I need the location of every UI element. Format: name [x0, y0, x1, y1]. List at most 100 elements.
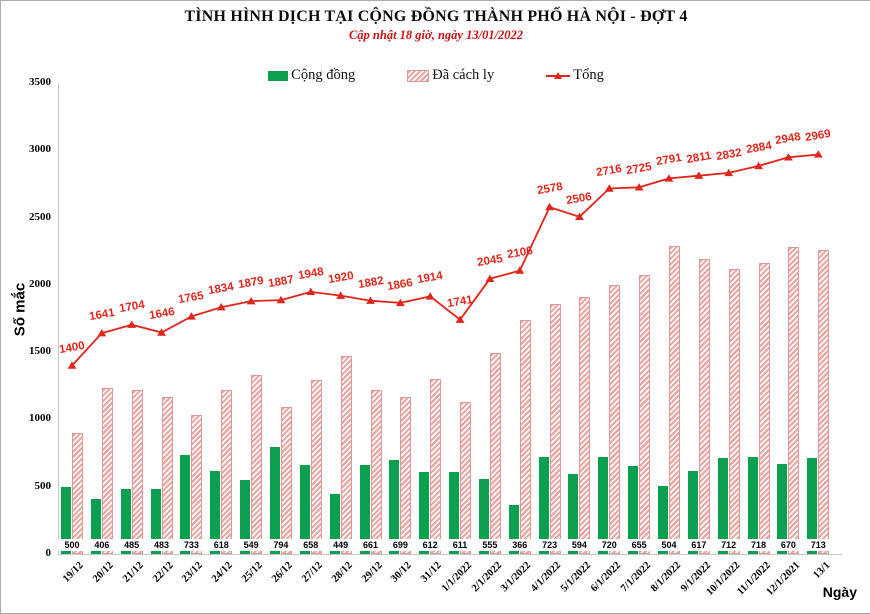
- triangle-marker-icon: [97, 328, 107, 337]
- bar-quarantine: [251, 375, 263, 554]
- x-tick-label: 4/1/2022: [529, 560, 564, 595]
- legend-label: Đã cách ly: [432, 67, 495, 83]
- line-value-label: 2969: [804, 128, 832, 145]
- triangle-marker-icon: [515, 266, 525, 274]
- bar-quarantine: [549, 304, 561, 554]
- y-tick-label: 2500: [29, 210, 51, 223]
- green-solid-swatch-icon: [268, 70, 289, 81]
- bar-value-label: 500: [57, 539, 87, 551]
- bar-quarantine: [72, 432, 83, 554]
- bar-community: [658, 486, 668, 554]
- bar-community: [150, 489, 161, 554]
- x-tick-label: 27/12: [299, 560, 325, 585]
- bar-community: [628, 465, 639, 554]
- x-axis-title: Ngày: [822, 584, 857, 600]
- legend-item-total: Tổng: [546, 67, 604, 84]
- x-tick-label: 26/12: [270, 560, 295, 585]
- bar-community: [508, 504, 519, 554]
- bar-value-label: 655: [624, 539, 655, 551]
- line-value-label: 1400: [58, 339, 86, 356]
- bar-value-label: 713: [803, 539, 834, 551]
- bar-community: [329, 493, 340, 554]
- bar-value-label: 720: [594, 539, 625, 551]
- bar-quarantine: [191, 415, 203, 554]
- x-tick-label: 24/12: [210, 560, 236, 585]
- bar-community: [568, 474, 579, 554]
- red-line-marker-swatch-icon: [546, 71, 571, 79]
- triangle-marker-icon: [554, 71, 563, 79]
- triangle-marker-icon: [575, 212, 584, 220]
- x-tick-label: 25/12: [240, 560, 265, 585]
- y-tick-label: 2000: [29, 277, 51, 290]
- y-tick-label: 3000: [29, 143, 51, 156]
- y-tick-label: 1500: [29, 345, 51, 358]
- bar-community: [120, 488, 131, 554]
- bar-quarantine: [489, 353, 501, 554]
- x-tick-label: 1/1/2022: [439, 560, 474, 595]
- bar-value-label: 366: [504, 539, 535, 551]
- bar-quarantine: [818, 250, 830, 554]
- bar-quarantine: [370, 389, 382, 554]
- bar-community: [269, 447, 280, 554]
- bar-quarantine: [430, 378, 442, 554]
- bar-value-label: 699: [385, 539, 416, 551]
- bar-value-label: 661: [355, 539, 386, 551]
- bar-value-label: 712: [713, 539, 744, 551]
- bar-quarantine: [788, 247, 800, 554]
- y-tick-label: 0: [45, 547, 52, 559]
- line-value-label: 1741: [446, 293, 474, 310]
- bar-community: [449, 471, 460, 554]
- legend-label: Tổng: [573, 67, 604, 83]
- triangle-marker-icon: [67, 361, 77, 369]
- bar-quarantine: [131, 389, 143, 554]
- x-tick-label: 28/12: [329, 560, 355, 585]
- triangle-marker-icon: [664, 174, 674, 182]
- legend-item-community: Cộng đồng: [268, 67, 355, 84]
- pink-hatched-swatch-icon: [407, 69, 430, 82]
- bar-quarantine: [460, 401, 472, 554]
- bar-value-label: 594: [564, 539, 595, 551]
- bar-quarantine: [728, 268, 740, 554]
- triangle-marker-icon: [724, 168, 734, 177]
- x-tick-label: 23/12: [180, 560, 206, 585]
- triangle-marker-icon: [276, 295, 286, 304]
- bar-value-label: 733: [176, 539, 207, 551]
- x-tick-label: 20/12: [90, 560, 116, 585]
- bar-community: [299, 465, 310, 554]
- triangle-marker-icon: [784, 153, 793, 161]
- legend: Cộng đồng Đã cách ly Tổng: [1, 67, 870, 84]
- bar-value-label: 670: [773, 539, 804, 551]
- bar-community: [61, 486, 71, 554]
- triangle-marker-icon: [395, 298, 405, 307]
- bar-value-label: 449: [325, 539, 356, 551]
- bar-community: [240, 480, 251, 554]
- triangle-marker-icon: [485, 274, 495, 283]
- bar-community: [389, 459, 400, 554]
- bar-quarantine: [639, 275, 651, 554]
- bar-value-label: 483: [146, 539, 177, 551]
- legend-label: Cộng đồng: [291, 67, 356, 83]
- bar-quarantine: [161, 397, 173, 554]
- x-tick-label: 2/1/2022: [469, 560, 504, 595]
- bar-quarantine: [101, 387, 113, 554]
- bar-value-label: 718: [743, 539, 774, 551]
- bar-community: [419, 471, 430, 554]
- bar-community: [210, 470, 221, 554]
- chart-subtitle: Cập nhật 18 giờ, ngày 13/01/2022: [348, 28, 524, 42]
- bar-value-label: 485: [116, 539, 147, 551]
- bar-quarantine: [758, 262, 770, 554]
- x-tick-label: 13/1: [811, 560, 833, 581]
- bar-value-label: 555: [474, 539, 505, 551]
- triangle-marker-icon: [216, 302, 226, 311]
- bar-quarantine: [579, 296, 591, 554]
- bar-value-label: 549: [236, 539, 267, 551]
- line-value-label: 1914: [416, 270, 444, 287]
- x-tick-label: 6/1/2022: [588, 560, 624, 595]
- bar-quarantine: [280, 406, 292, 554]
- bar-value-label: 617: [683, 539, 714, 551]
- bar-community: [359, 465, 370, 554]
- bar-quarantine: [340, 356, 352, 554]
- triangle-marker-icon: [813, 150, 823, 158]
- chart-title: TÌNH HÌNH DỊCH TẠI CỘNG ĐỒNG THÀNH PHỐ H…: [184, 8, 688, 25]
